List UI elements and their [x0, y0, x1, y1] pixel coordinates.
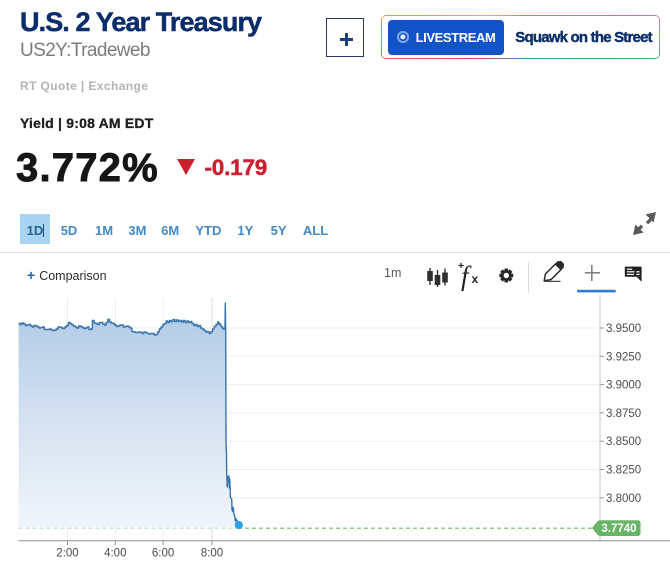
- svg-text:4:00: 4:00: [104, 548, 126, 560]
- svg-text:3.9500: 3.9500: [606, 323, 641, 335]
- svg-text:3.9250: 3.9250: [606, 351, 641, 363]
- svg-text:8:00: 8:00: [201, 548, 223, 560]
- svg-text:3.7740: 3.7740: [601, 523, 636, 535]
- svg-text:3.8250: 3.8250: [606, 465, 641, 477]
- svg-text:f: f: [461, 261, 472, 291]
- svg-text:3.8500: 3.8500: [606, 436, 641, 448]
- svg-text:+: +: [458, 260, 464, 272]
- svg-text:x: x: [472, 272, 479, 286]
- svg-text:6:00: 6:00: [152, 548, 174, 560]
- svg-text:3.8000: 3.8000: [606, 493, 641, 505]
- svg-text:3.8750: 3.8750: [606, 408, 641, 420]
- svg-text:2:00: 2:00: [56, 548, 78, 560]
- svg-text:3.9000: 3.9000: [606, 380, 641, 392]
